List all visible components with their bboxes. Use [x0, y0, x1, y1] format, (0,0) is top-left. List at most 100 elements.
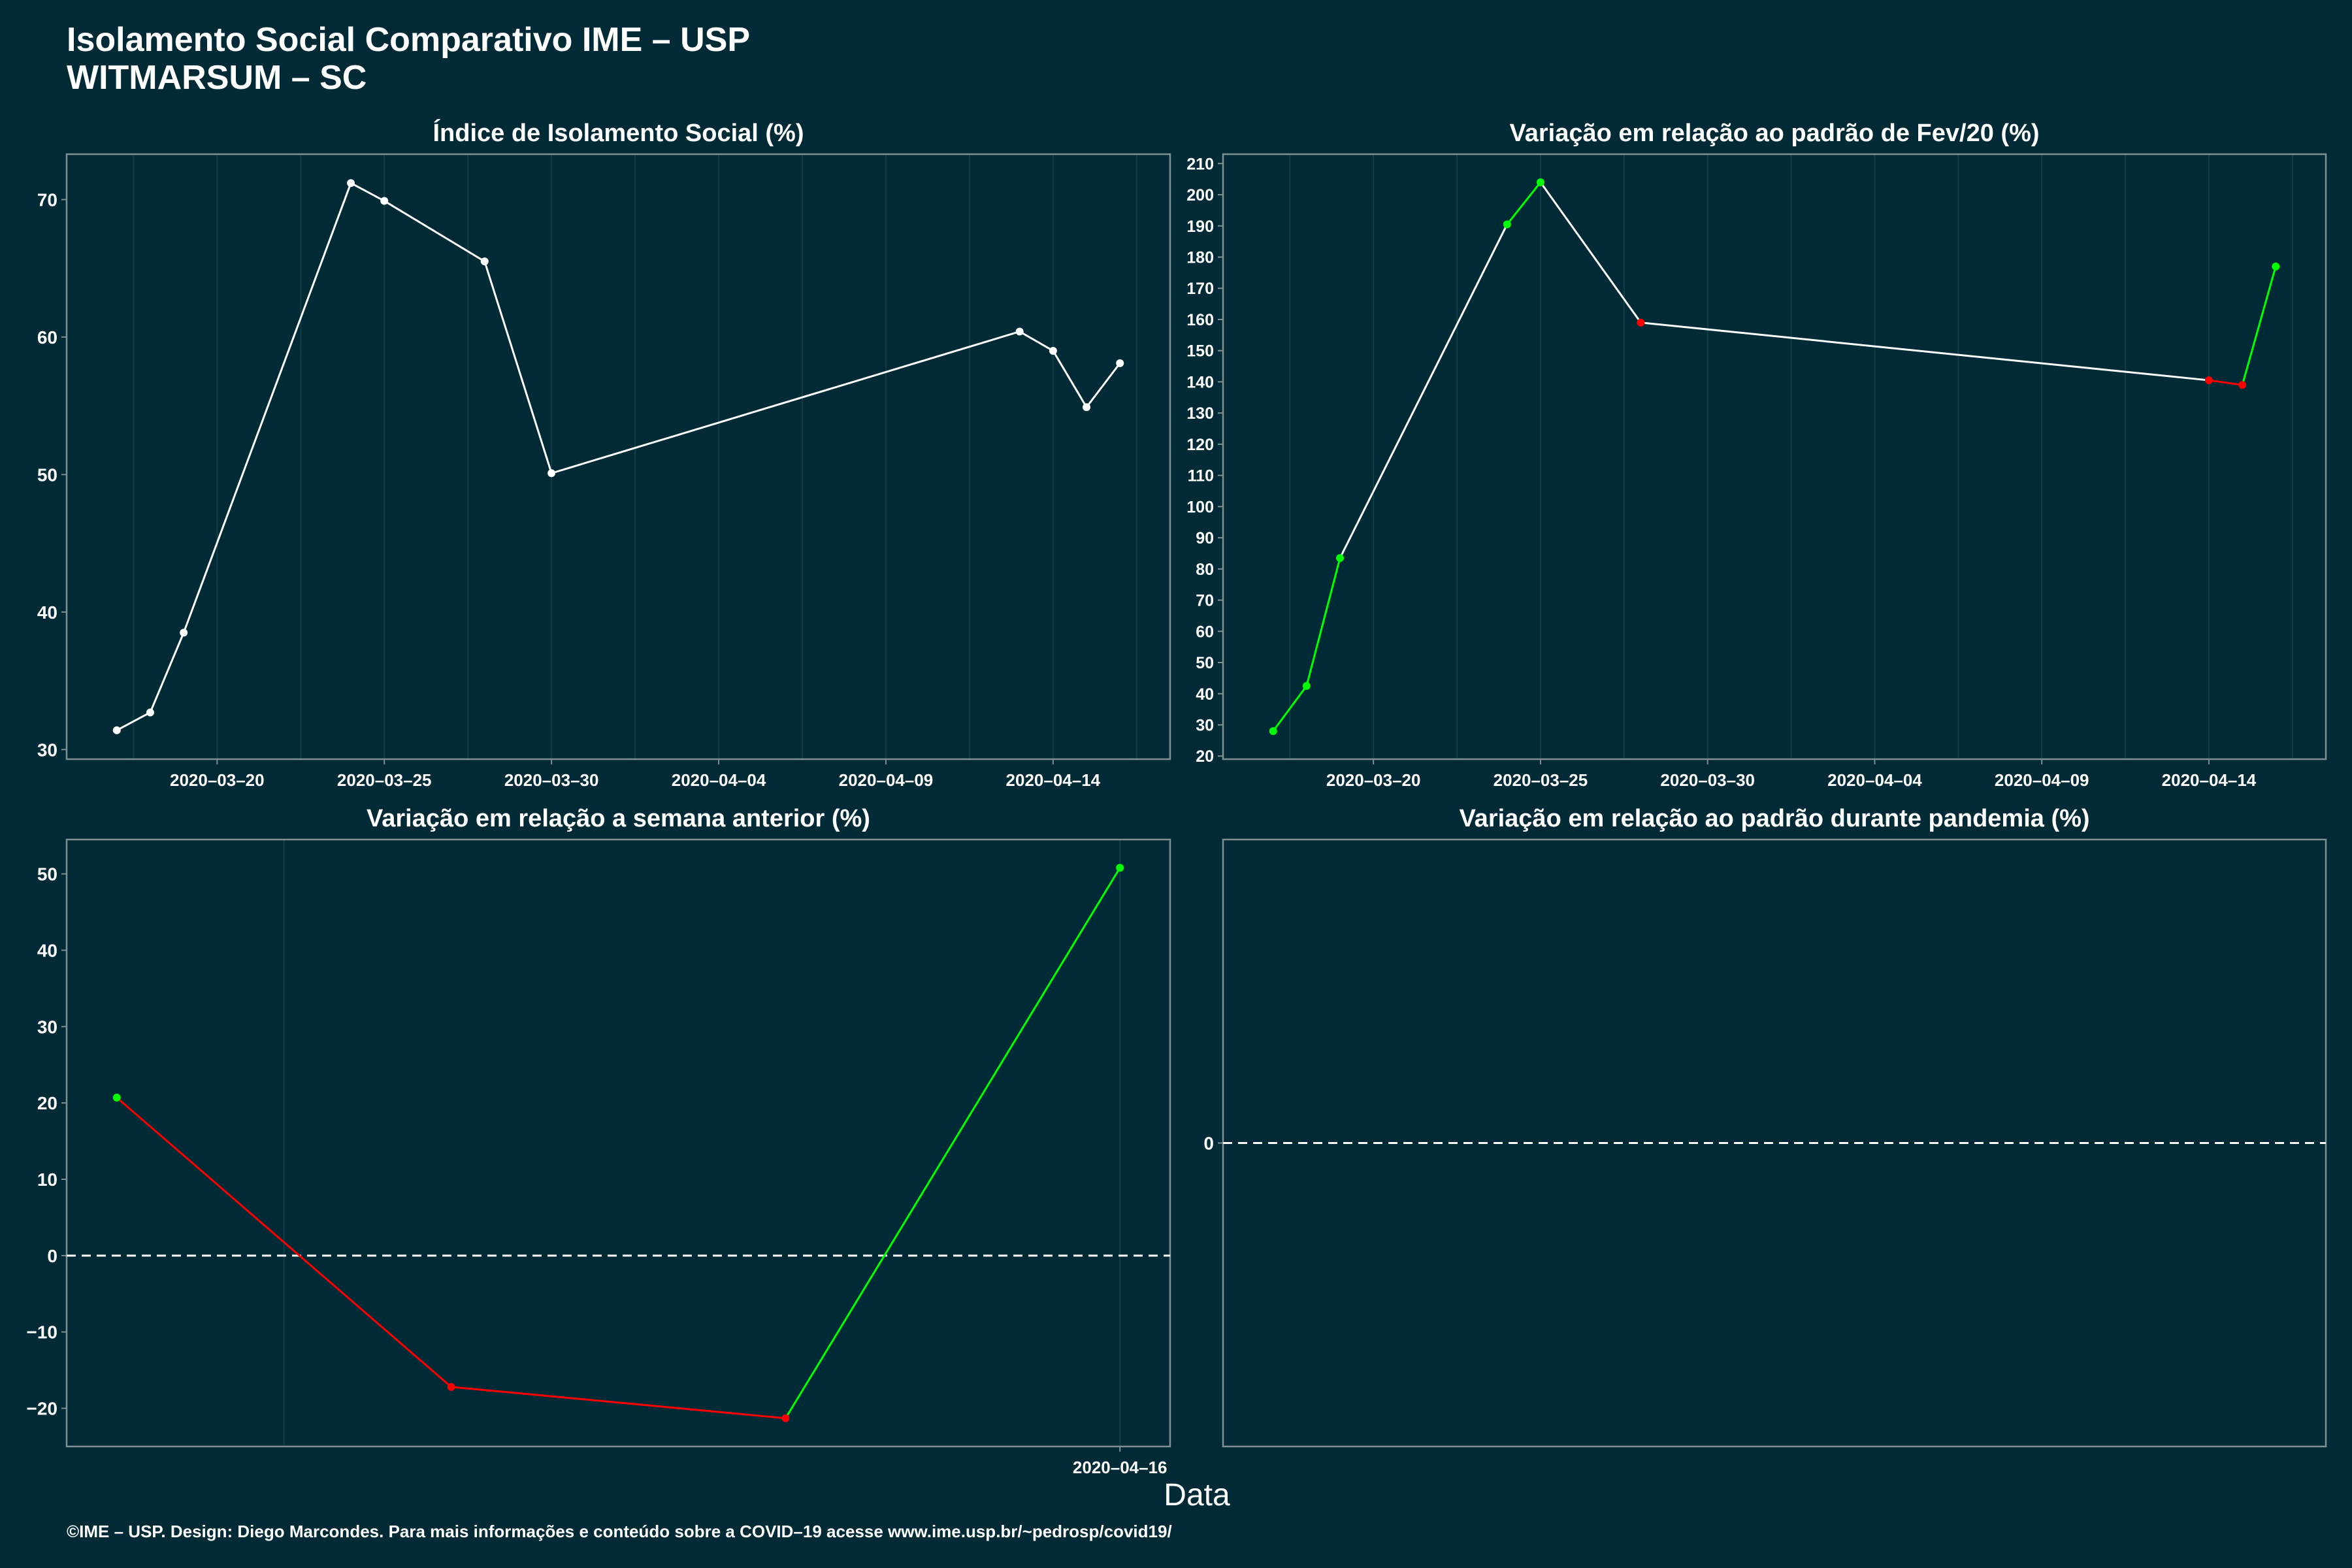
x-tick-label: 2020–04–09 — [839, 770, 934, 790]
series-line-segment — [785, 867, 1121, 1419]
chart-panel-isolation: Índice de Isolamento Social (%) 30 40 50 60 7… — [37, 118, 1171, 790]
y-tick-label: 160 — [1186, 311, 1214, 329]
x-tick-label: 2020–04–16 — [1073, 1458, 1168, 1477]
series-line-segment — [483, 261, 553, 474]
chart-title: Variação em relação a semana anterior (%… — [367, 805, 870, 832]
y-tick-label: 170 — [1186, 280, 1214, 298]
y-tick-label: 50 — [37, 864, 57, 885]
series-line-segment — [1085, 362, 1121, 408]
y-tick-label: 100 — [1186, 498, 1214, 516]
series-line-segment — [1305, 557, 1341, 687]
x-tick-label: 2020–03–25 — [337, 770, 432, 790]
chart-panels: Índice de Isolamento Social (%) 30 40 50 60 7… — [27, 118, 2327, 1477]
y-tick-label: 70 — [37, 189, 57, 210]
chart-panel-vs-week: Variação em relação a semana anterior (%… — [27, 805, 1171, 1477]
data-point — [1269, 727, 1277, 736]
x-tick-label: 2020–04–09 — [1995, 770, 2089, 790]
chart-title: Variação em relação ao padrão durante pa… — [1459, 805, 2089, 832]
y-tick-label: 150 — [1186, 342, 1214, 361]
page-subtitle: WITMARSUM – SC — [67, 59, 367, 97]
series-line-segment — [2208, 379, 2243, 386]
y-tick-label: 30 — [37, 740, 57, 760]
chart-panel-vs-feb: Variação em relação ao padrão de Fev/20 … — [1186, 120, 2327, 790]
data-point — [146, 708, 154, 717]
data-point — [2272, 262, 2280, 270]
data-point — [547, 469, 556, 478]
y-tick-label: 110 — [1188, 467, 1214, 485]
y-tick-label: 40 — [37, 602, 57, 623]
y-tick-label: 10 — [37, 1169, 57, 1190]
data-point — [1116, 359, 1124, 367]
data-point — [112, 1093, 121, 1102]
chart-panel-vs-pandemic: Variação em relação ao padrão durante pa… — [1203, 805, 2327, 1448]
data-point — [781, 1414, 790, 1422]
y-tick-label: 140 — [1186, 373, 1214, 391]
y-tick-label: 40 — [1196, 685, 1214, 704]
y-tick-label: 0 — [47, 1246, 57, 1266]
data-point — [1503, 220, 1511, 229]
series-line-segment — [1539, 182, 1642, 323]
y-tick-label: 30 — [37, 1017, 57, 1037]
series-line-segment — [451, 1386, 786, 1420]
chart-title: Variação em relação ao padrão de Fev/20 … — [1509, 120, 2039, 147]
y-tick-label: −10 — [27, 1322, 58, 1343]
series-line-segment — [116, 711, 151, 732]
y-tick-label: 20 — [1196, 747, 1214, 766]
y-tick-label: 210 — [1186, 155, 1214, 173]
y-tick-label: 90 — [1196, 529, 1214, 547]
data-point — [1083, 403, 1091, 412]
series-line-segment — [551, 331, 1021, 474]
data-point — [180, 629, 188, 637]
panel-border — [65, 153, 1171, 760]
data-point — [1336, 554, 1345, 563]
series-line-segment — [1052, 350, 1088, 408]
data-point — [2204, 376, 2213, 385]
series-line-segment — [1506, 182, 1542, 225]
x-tick-label: 2020–03–30 — [1660, 770, 1755, 790]
data-point — [1116, 864, 1124, 872]
x-tick-label: 2020–03–25 — [1494, 770, 1588, 790]
y-tick-label: 120 — [1186, 436, 1214, 454]
x-axis-label: Data — [1164, 1478, 1230, 1512]
series-line-segment — [182, 182, 352, 633]
x-tick-label: 2020–03–20 — [170, 770, 265, 790]
data-point — [447, 1382, 455, 1391]
x-tick-label: 2020–04–14 — [1006, 770, 1101, 790]
y-tick-label: 130 — [1186, 404, 1214, 423]
series-line-segment — [149, 632, 185, 713]
y-tick-label: 30 — [1196, 716, 1214, 734]
y-tick-label: 200 — [1186, 186, 1214, 204]
footer-credits: ©IME – USP. Design: Diego Marcondes. Par… — [67, 1522, 1172, 1541]
data-point — [1302, 681, 1311, 690]
x-tick-label: 2020–04–04 — [672, 770, 766, 790]
series-line-segment — [2241, 266, 2277, 385]
y-tick-label: 50 — [37, 465, 57, 485]
series-line-segment — [1339, 223, 1509, 559]
y-tick-label: 80 — [1196, 561, 1214, 579]
y-tick-label: 50 — [1196, 654, 1214, 672]
y-tick-label: 190 — [1186, 218, 1214, 236]
data-point — [2238, 381, 2247, 389]
y-tick-label: 60 — [1196, 623, 1214, 641]
series-line-segment — [1641, 321, 2210, 382]
page-title: Isolamento Social Comparativo IME – USP — [67, 21, 750, 59]
series-line-segment — [116, 1096, 452, 1388]
y-tick-label: 40 — [37, 940, 57, 960]
data-point — [347, 179, 355, 188]
data-point — [1637, 318, 1645, 327]
data-point — [1536, 178, 1544, 186]
data-point — [112, 726, 121, 734]
y-tick-label: 60 — [37, 327, 57, 348]
data-point — [1049, 346, 1057, 355]
x-tick-label: 2020–04–04 — [1827, 770, 1922, 790]
x-tick-label: 2020–04–14 — [2162, 770, 2257, 790]
series-line-segment — [1019, 331, 1054, 352]
data-point — [480, 257, 489, 266]
series-line-segment — [384, 200, 485, 263]
y-tick-label: −20 — [27, 1399, 58, 1419]
y-tick-label: 0 — [1203, 1134, 1214, 1154]
panel-border — [65, 838, 1171, 1448]
panel-border — [1222, 153, 2327, 760]
x-tick-label: 2020–03–20 — [1326, 770, 1421, 790]
